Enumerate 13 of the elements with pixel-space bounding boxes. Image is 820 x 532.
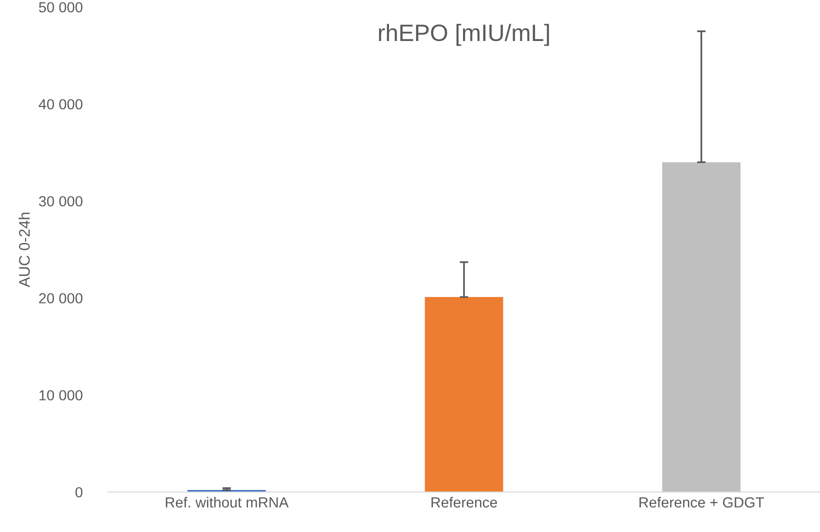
bar: [424, 297, 504, 492]
x-tick-label: Reference: [432, 496, 497, 508]
y-tick-label: 10 000: [40, 390, 82, 400]
y-tick-label: 40 000: [38, 99, 82, 110]
text: rhEPO [mIU/mL]: [378, 24, 549, 46]
y-tick-label: 30 000: [38, 196, 82, 206]
bar: [662, 162, 740, 492]
x-tick-label: Ref. without mRNA: [166, 496, 289, 508]
y-tick-label: 0: [75, 487, 82, 498]
y-tick-label: 50 000: [38, 2, 82, 12]
y-axis-title: AUC 0-24h: [18, 212, 30, 288]
x-tick-label: Reference + GDGT: [640, 496, 764, 508]
y-tick-label: 20 000: [39, 293, 82, 304]
